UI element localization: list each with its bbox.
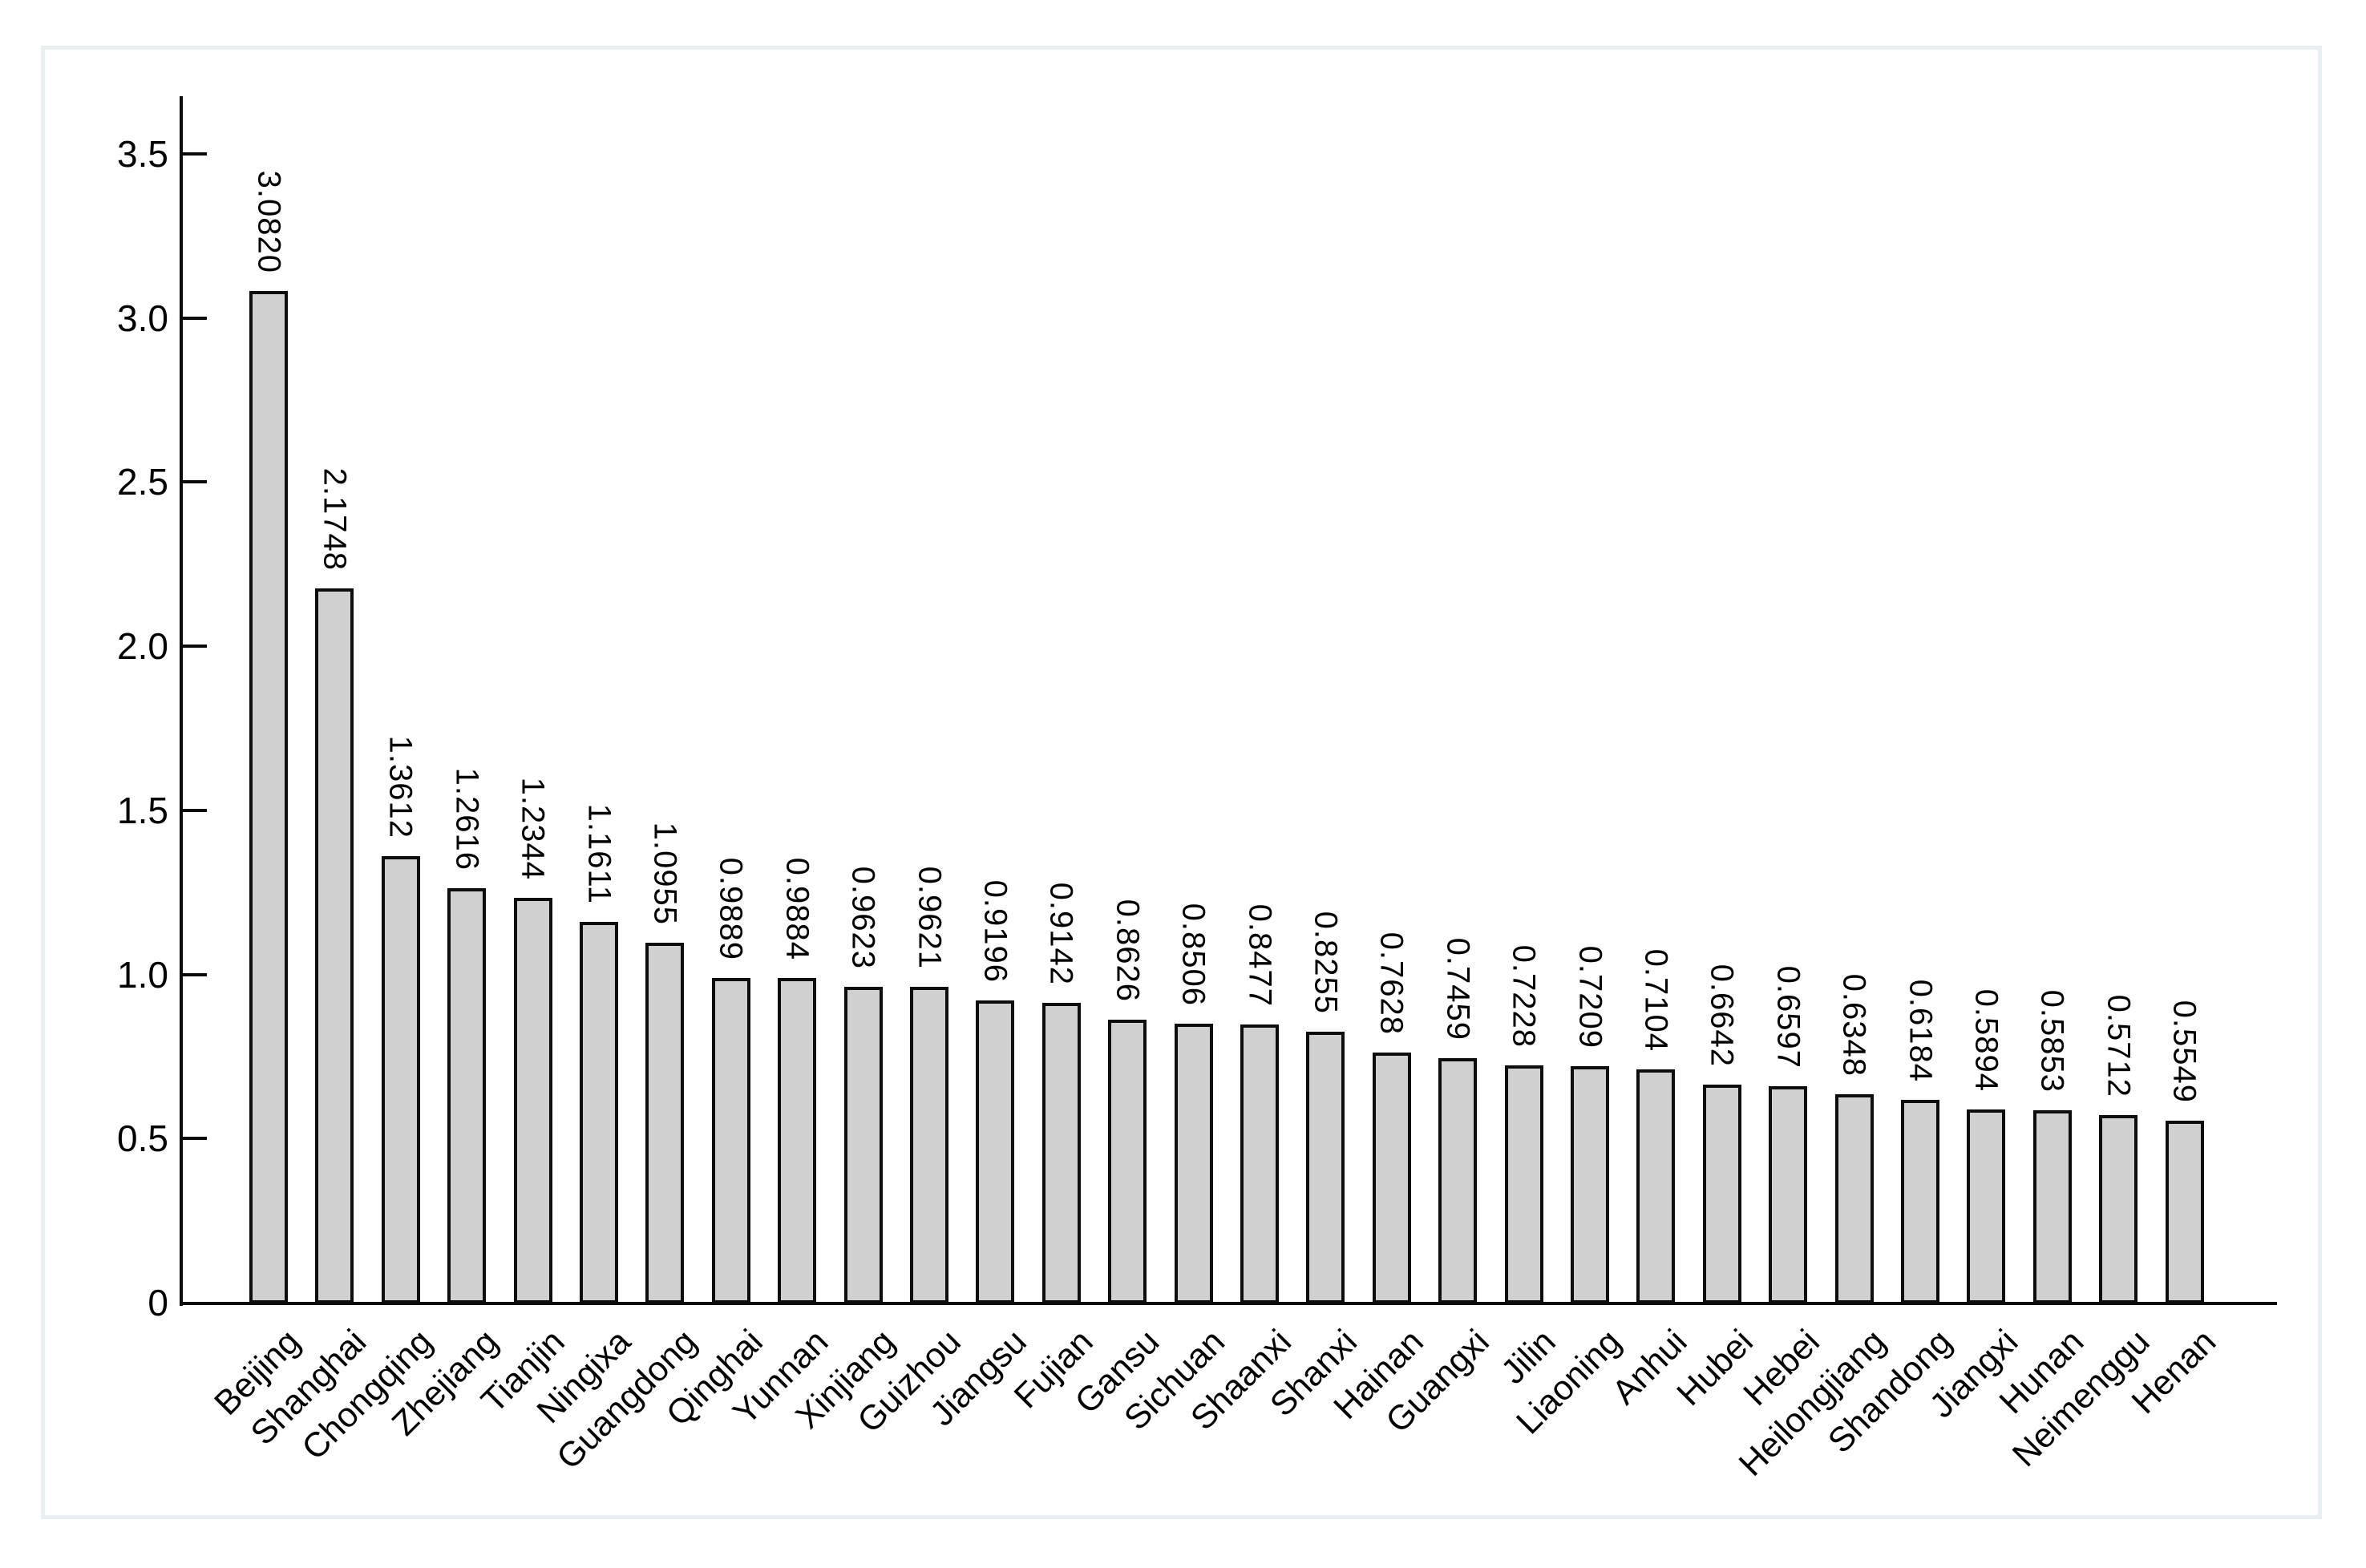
bar-value-label: 1.2344 bbox=[515, 777, 551, 880]
bar-value-label: 0.9884 bbox=[779, 857, 815, 961]
bar-value-label: 0.7228 bbox=[1506, 944, 1542, 1049]
y-tick-label: 3.5 bbox=[117, 132, 168, 175]
x-tick-label: Hubei bbox=[1669, 1322, 1761, 1413]
y-tick bbox=[183, 480, 207, 484]
bar bbox=[910, 987, 948, 1303]
y-tick-label: 2.5 bbox=[117, 461, 168, 503]
bar bbox=[1041, 1002, 1081, 1303]
bar-value-label: 0.7459 bbox=[1440, 937, 1476, 1041]
bar-value-label: 0.5712 bbox=[2101, 994, 2137, 1098]
bar bbox=[1438, 1057, 1478, 1303]
bar bbox=[1834, 1094, 1874, 1303]
y-tick bbox=[183, 152, 207, 156]
y-tick bbox=[183, 645, 207, 648]
bar-value-label: 0.8506 bbox=[1175, 903, 1211, 1006]
bar bbox=[1240, 1024, 1279, 1303]
bar-value-label: 2.1748 bbox=[317, 468, 353, 572]
bar bbox=[645, 943, 685, 1303]
y-tick-label: 1.0 bbox=[117, 953, 168, 996]
bar bbox=[2165, 1120, 2204, 1303]
y-tick bbox=[183, 1137, 207, 1141]
bar-value-label: 0.9889 bbox=[713, 857, 749, 961]
y-tick-label: 3.0 bbox=[117, 297, 168, 339]
bar bbox=[1372, 1052, 1411, 1303]
bar-value-label: 0.5894 bbox=[1968, 988, 2004, 1092]
bar bbox=[1702, 1085, 1741, 1303]
bar bbox=[711, 978, 750, 1303]
bar bbox=[249, 290, 288, 1303]
bar bbox=[1174, 1023, 1213, 1303]
bar bbox=[1306, 1031, 1345, 1303]
bar bbox=[1504, 1065, 1543, 1303]
bar-value-label: 0.5853 bbox=[2034, 989, 2070, 1093]
bar-value-label: 0.8477 bbox=[1242, 903, 1277, 1007]
y-tick-label: 2.0 bbox=[117, 625, 168, 667]
y-tick bbox=[183, 972, 207, 976]
bar bbox=[2099, 1115, 2138, 1303]
bar bbox=[580, 921, 618, 1303]
bar-value-label: 0.9142 bbox=[1043, 882, 1079, 985]
bar bbox=[1967, 1109, 2006, 1303]
bar-value-label: 1.2616 bbox=[449, 768, 485, 871]
bar-value-label: 1.0955 bbox=[647, 822, 683, 926]
bar-value-label: 0.6597 bbox=[1770, 965, 1806, 1069]
bar-value-label: 3.0820 bbox=[251, 170, 286, 273]
bar bbox=[381, 855, 420, 1303]
bar-value-label: 0.7628 bbox=[1373, 932, 1409, 1035]
bar bbox=[1108, 1019, 1147, 1303]
bar-value-label: 1.1611 bbox=[581, 803, 617, 904]
bar bbox=[315, 588, 354, 1303]
y-tick-label: 0.5 bbox=[117, 1117, 168, 1160]
y-tick-label: 0 bbox=[148, 1282, 168, 1324]
bar-value-label: 0.9623 bbox=[845, 866, 881, 969]
bar-value-label: 0.6642 bbox=[1704, 964, 1740, 1068]
bar-value-label: 0.7104 bbox=[1638, 948, 1674, 1053]
bar-value-label: 0.8255 bbox=[1308, 911, 1344, 1014]
x-axis-line bbox=[180, 1302, 2277, 1305]
bar-value-label: 0.9621 bbox=[912, 866, 947, 970]
y-tick bbox=[183, 808, 207, 812]
bar bbox=[513, 897, 552, 1303]
bar bbox=[1901, 1099, 1939, 1303]
bar bbox=[778, 978, 817, 1303]
y-tick bbox=[183, 316, 207, 320]
bar-value-label: 0.5549 bbox=[2166, 1000, 2202, 1103]
bar-value-label: 0.6184 bbox=[1903, 979, 1938, 1082]
bar-value-label: 1.3612 bbox=[382, 735, 419, 839]
bar bbox=[843, 986, 883, 1303]
bar bbox=[976, 1000, 1015, 1303]
y-tick-label: 1.5 bbox=[117, 789, 168, 831]
bar-value-label: 0.7209 bbox=[1572, 945, 1608, 1049]
bar bbox=[447, 888, 487, 1303]
bar-value-label: 0.9196 bbox=[977, 880, 1013, 984]
bar-value-label: 0.8626 bbox=[1110, 899, 1146, 1002]
bar-value-label: 0.6348 bbox=[1836, 973, 1872, 1077]
bar bbox=[1636, 1069, 1676, 1303]
y-axis-line bbox=[180, 96, 183, 1306]
bar bbox=[2032, 1110, 2072, 1303]
bar bbox=[1571, 1065, 1609, 1303]
bar bbox=[1769, 1085, 1808, 1303]
